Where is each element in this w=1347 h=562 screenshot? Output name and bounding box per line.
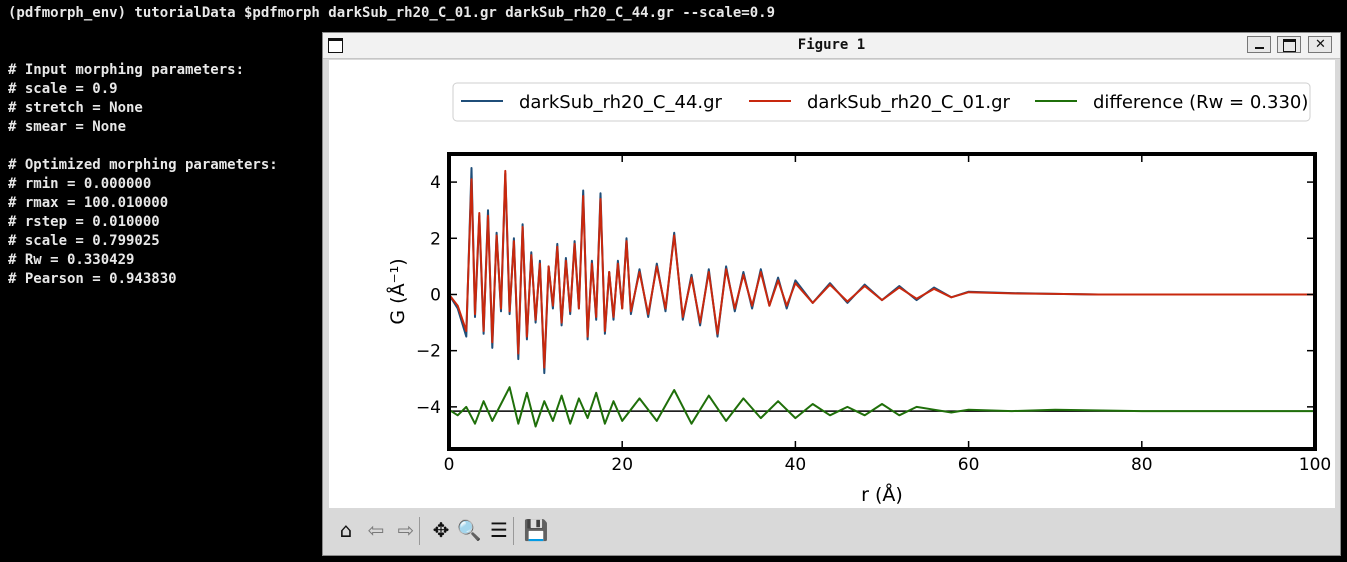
terminal-line: # Optimized morphing parameters: — [8, 157, 278, 173]
terminal-line: # rmax = 100.010000 — [8, 195, 169, 211]
x-tick-label: 40 — [785, 455, 807, 475]
x-axis-label: r (Å) — [861, 483, 903, 506]
window-icon — [328, 38, 343, 53]
figure-window: Figure 1 0 20 40 60 80 100 −4 −2 0 2 4 r (Å) G (Å⁻¹)… — [322, 32, 1341, 556]
back-icon[interactable]: ⇦ — [367, 518, 385, 542]
series-line-1 — [449, 169, 1315, 369]
terminal-line: # smear = None — [8, 119, 127, 135]
terminal-line: # scale = 0.9 — [8, 81, 118, 97]
x-tick-label: 60 — [958, 455, 980, 475]
y-tick-label: 0 — [430, 285, 441, 305]
x-tick-label: 20 — [611, 455, 633, 475]
toolbar-separator — [419, 517, 420, 545]
x-tick-label: 0 — [444, 455, 455, 475]
close-button[interactable] — [1308, 36, 1332, 53]
terminal-line: # stretch = None — [8, 100, 143, 116]
x-tick-label: 100 — [1299, 455, 1331, 475]
series-line-0 — [449, 167, 1315, 375]
navigation-toolbar: ⌂ ⇦ ⇨ ✥ 🔍 ☰ 💾 — [329, 509, 1335, 553]
series-line-2 — [449, 386, 1315, 428]
terminal-line: # Input morphing parameters: — [8, 62, 245, 78]
minimize-button[interactable] — [1247, 36, 1271, 53]
terminal-line: # rstep = 0.010000 — [8, 214, 160, 230]
save-icon[interactable]: 💾 — [523, 518, 549, 542]
figure-canvas[interactable]: 0 20 40 60 80 100 −4 −2 0 2 4 r (Å) G (Å⁻¹) darkSub_r… — [329, 60, 1335, 508]
configure-subplots-icon[interactable]: ☰ — [490, 518, 508, 542]
maximize-button[interactable] — [1277, 36, 1301, 53]
legend-label: difference (Rw = 0.330) — [1093, 92, 1308, 113]
terminal-line: # scale = 0.799025 — [8, 233, 160, 249]
y-tick-label: −4 — [416, 398, 441, 418]
window-title: Figure 1 — [797, 37, 866, 53]
forward-icon[interactable]: ⇨ — [397, 518, 415, 542]
terminal-line: # Rw = 0.330429 — [8, 252, 135, 268]
terminal-command-line: (pdfmorph_env) tutorialData $pdfmorph da… — [8, 5, 776, 21]
y-axis-label: G (Å⁻¹) — [386, 258, 409, 324]
terminal-line: # rmin = 0.000000 — [8, 176, 152, 192]
window-titlebar[interactable]: Figure 1 — [323, 33, 1340, 59]
terminal-line: # Pearson = 0.943830 — [8, 271, 177, 287]
legend-label: darkSub_rh20_C_44.gr — [519, 92, 723, 113]
chart: 0 20 40 60 80 100 −4 −2 0 2 4 r (Å) G (Å⁻¹) darkSub_r… — [386, 82, 1331, 506]
x-tick-label: 80 — [1131, 455, 1153, 475]
plot-frame — [447, 152, 1317, 451]
toolbar-separator — [513, 517, 514, 545]
legend-box — [452, 82, 1311, 122]
y-tick-label: −2 — [416, 342, 441, 362]
y-tick-label: 2 — [430, 229, 441, 249]
pan-icon[interactable]: ✥ — [432, 518, 450, 542]
home-icon[interactable]: ⌂ — [339, 518, 353, 542]
y-tick-label: 4 — [430, 173, 441, 193]
zoom-icon[interactable]: 🔍 — [456, 518, 482, 542]
legend-label: darkSub_rh20_C_01.gr — [807, 92, 1011, 113]
